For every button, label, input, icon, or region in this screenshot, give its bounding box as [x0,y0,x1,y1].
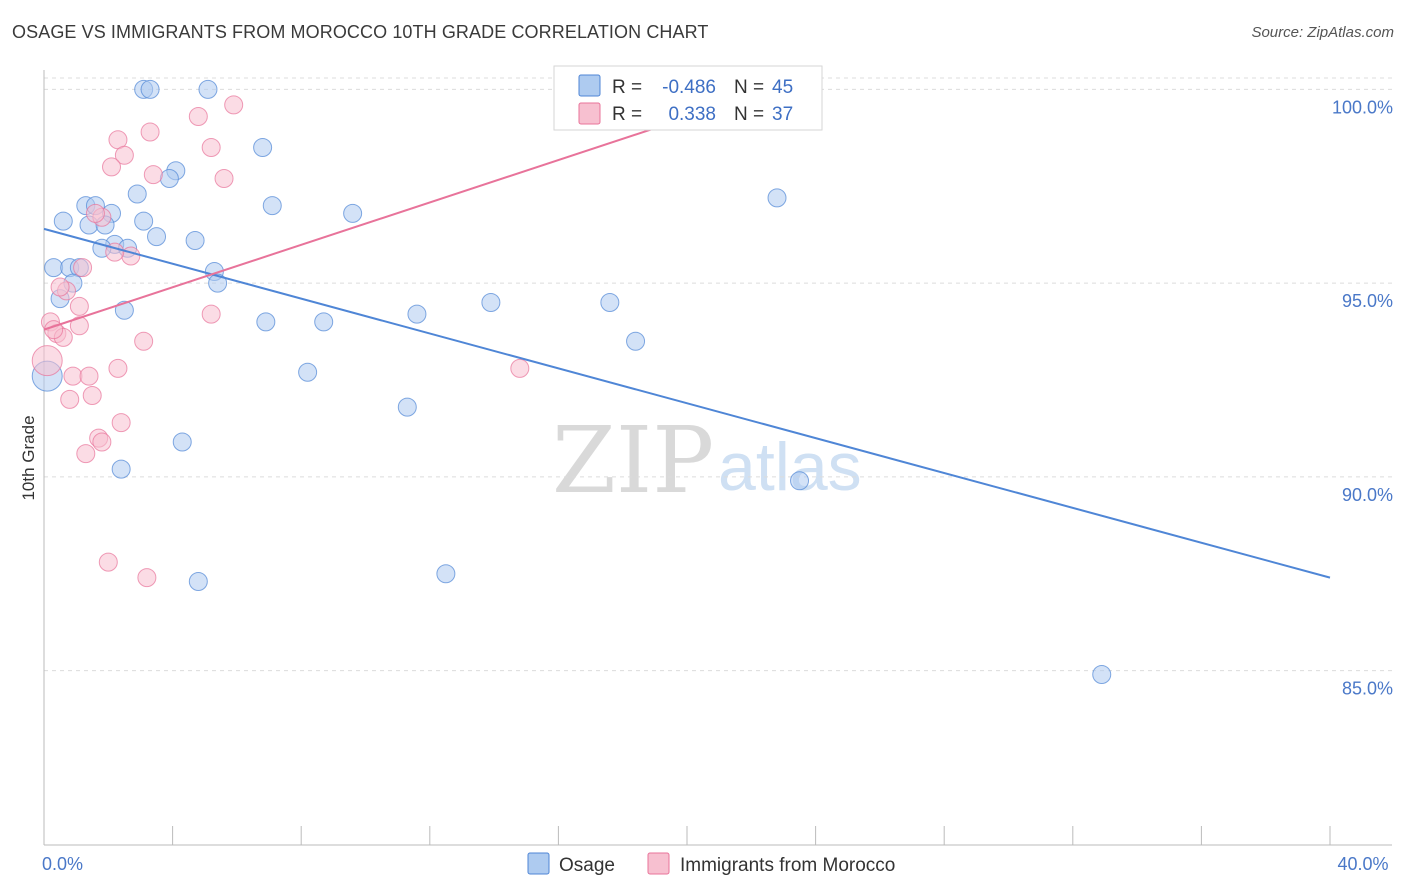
osage-point [343,203,363,223]
osage-point [298,362,318,382]
watermark-zip: ZIP [552,407,714,514]
morocco-point [188,107,208,126]
osage-point [127,184,147,204]
morocco-point [60,389,80,409]
osage-point [314,312,334,332]
morocco-point [69,296,89,316]
osage-point [253,138,273,157]
osage-point [436,564,456,584]
osage-point [600,293,620,312]
osage-point [198,79,218,99]
legend-label-osage: Osage [559,855,615,876]
chart-title: OSAGE VS IMMIGRANTS FROM MOROCCO 10TH GR… [12,22,709,42]
morocco-point [137,568,157,588]
legend-swatch-osage [527,852,550,875]
legend-swatch-morocco [647,852,670,875]
osage-point [767,188,787,208]
legend: Osage Immigrants from Morocco [527,852,895,876]
osage-point [140,79,160,99]
morocco-point [79,366,99,386]
morocco-point [140,122,160,142]
stats-box: R = -0.486 N = 45 R = 0.338 N = 37 [553,65,823,131]
osage-point [147,227,167,247]
y-tick-label: 95.0% [1342,291,1393,311]
x-tick-label: 40.0% [1337,854,1388,874]
morocco-point [85,203,105,223]
morocco-point [92,432,112,452]
morocco-point [69,316,89,336]
stats-r-value: 0.338 [668,104,716,125]
stats-swatch-osage [578,74,601,97]
morocco-point [76,444,96,464]
osage-point [111,459,131,479]
trend-lines [43,92,1331,579]
osage-point [159,169,179,188]
morocco-point [73,258,93,278]
morocco-point [114,145,134,165]
stats-n-label: N = [734,104,764,125]
legend-label-morocco: Immigrants from Morocco [680,855,895,876]
osage-point [481,293,501,312]
stats-r-label: R = [612,104,642,125]
osage-point [114,300,134,320]
watermark-atlas: atlas [718,429,862,505]
stats-n-value: 45 [772,77,793,98]
source-credit: Source: ZipAtlas.com [1251,24,1394,41]
morocco-point [143,165,163,185]
morocco-point [63,366,83,386]
y-tick-label: 100.0% [1332,97,1393,117]
stats-r-label: R = [612,77,642,98]
osage-point [172,432,192,452]
osage-point [53,211,73,231]
morocco-point [108,358,128,378]
x-tick-label: 0.0% [42,854,83,874]
morocco-point [214,169,234,188]
data-points [31,79,1112,684]
watermark: ZIP atlas [552,407,862,514]
osage-point [185,231,205,250]
y-axis-label: 10th Grade [19,415,38,500]
y-tick-label: 90.0% [1342,485,1393,505]
morocco-point [201,138,221,157]
morocco-point [224,95,244,115]
gridlines [44,77,1392,672]
morocco-point [82,386,102,405]
morocco-point [31,345,63,377]
osage-point [1092,665,1112,684]
osage-point [397,397,417,417]
osage-point [188,572,208,591]
osage-point [262,196,282,216]
y-tick-label: 85.0% [1342,679,1393,699]
stats-n-label: N = [734,77,764,98]
stats-n-value: 37 [772,104,793,125]
osage-point [134,211,154,231]
axes [43,70,1392,846]
stats-r-value: -0.486 [662,77,716,98]
osage-point [626,331,646,351]
morocco-point [134,331,154,351]
x-tick-labels: 0.0% 40.0% [42,854,1389,874]
y-tick-labels: 85.0% 90.0% 95.0% 100.0% [1332,97,1393,698]
osage-point [790,471,810,491]
osage-trend-line [43,227,1331,579]
morocco-point [111,413,131,433]
osage-point [256,312,276,332]
morocco-trend-line [43,92,762,331]
morocco-point [102,157,122,177]
osage-point [208,273,228,293]
morocco-point [510,358,530,378]
osage-point [407,304,427,324]
osage-point [44,258,64,278]
stats-swatch-morocco [578,102,601,125]
morocco-point [201,304,221,324]
morocco-point [98,552,118,572]
morocco-point [50,277,70,297]
